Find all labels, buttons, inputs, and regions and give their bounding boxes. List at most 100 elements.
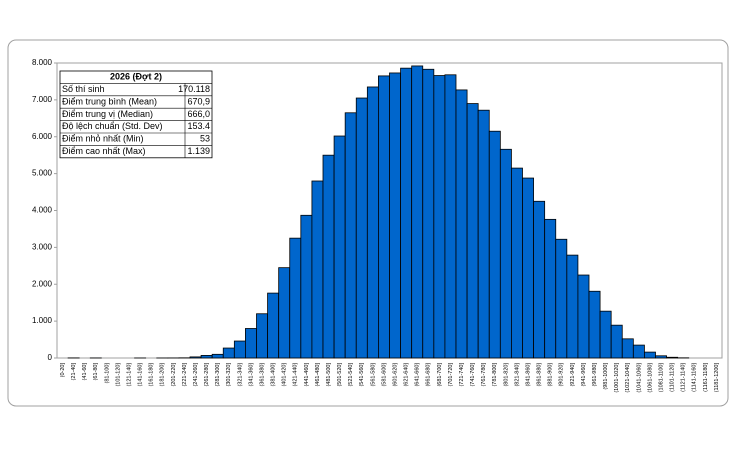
x-tick-label: (481-500] xyxy=(326,363,332,387)
x-tick-label: (921-940] xyxy=(570,363,576,387)
x-tick-label: (601-620] xyxy=(392,363,398,387)
bar xyxy=(433,75,446,359)
x-tick-label: (721-740] xyxy=(459,363,465,387)
x-tick-label: (381-400] xyxy=(271,363,277,387)
bar xyxy=(588,290,601,359)
bar xyxy=(267,292,280,359)
bar xyxy=(366,86,379,359)
x-tick-label: (741-760] xyxy=(470,363,476,387)
x-tick-label: (1001-1020] xyxy=(614,363,620,393)
bar xyxy=(577,274,590,359)
x-tick-label: (541-560] xyxy=(359,363,365,387)
bar xyxy=(644,351,656,359)
x-tick-label: (661-680] xyxy=(426,363,432,387)
table-value: 170.118 xyxy=(178,84,210,94)
x-tick-label: (161-180] xyxy=(149,363,155,387)
x-tick-label: (621-640] xyxy=(404,363,410,387)
y-tick-label: 5.000 xyxy=(32,169,53,178)
bar xyxy=(666,356,679,359)
bar xyxy=(610,324,623,359)
y-tick-label: 2.000 xyxy=(32,279,53,288)
bar xyxy=(300,214,313,359)
x-tick-label: (821-840] xyxy=(514,363,520,387)
x-tick-label: (641-660] xyxy=(415,363,421,387)
table-value: 1.139 xyxy=(187,146,210,156)
x-tick-label: (1121-1140] xyxy=(681,363,687,392)
bar xyxy=(477,109,490,359)
table-value: 153.4 xyxy=(187,121,210,131)
table-label: Điểm trung vị (Median) xyxy=(62,109,153,119)
x-tick-label: (1101-1120] xyxy=(670,363,676,392)
bar xyxy=(400,67,413,359)
bar xyxy=(200,355,213,359)
y-tick-label: 0 xyxy=(48,353,53,362)
x-tick-label: (501-520] xyxy=(337,363,343,387)
bar xyxy=(245,328,257,359)
x-tick-label: (441-460] xyxy=(304,363,310,387)
x-tick-label: (21-40] xyxy=(71,363,77,381)
x-tick-label: (221-240] xyxy=(182,363,188,387)
x-tick-label: (941-960] xyxy=(581,363,587,387)
bar xyxy=(566,254,579,359)
bar xyxy=(355,97,368,359)
x-tick-label: (1021-1040] xyxy=(625,363,631,393)
bar xyxy=(278,267,291,359)
table-value: 666,0 xyxy=(187,109,210,119)
x-tick-label: (0-20] xyxy=(60,363,66,378)
x-tick-label: (201-220] xyxy=(171,363,177,387)
bar xyxy=(222,347,235,359)
bar xyxy=(511,167,523,359)
x-tick-label: (681-700] xyxy=(437,363,443,387)
bar xyxy=(655,355,667,359)
x-tick-label: (61-80] xyxy=(93,363,99,381)
x-tick-label: (961-980] xyxy=(592,363,598,387)
x-tick-label: (1181-1200] xyxy=(714,363,720,393)
x-tick-label: (401-420] xyxy=(282,363,288,387)
x-tick-label: (981-1000] xyxy=(603,363,609,390)
y-tick-label: 7.000 xyxy=(32,95,53,104)
bar xyxy=(389,72,401,359)
table-label: Điểm trung bình (Mean) xyxy=(62,96,157,106)
y-tick-label: 1.000 xyxy=(32,316,53,325)
y-tick-label: 3.000 xyxy=(32,242,53,251)
bar xyxy=(378,75,390,359)
bar xyxy=(499,148,512,359)
x-tick-label: (261-280] xyxy=(204,363,210,387)
bar xyxy=(344,112,357,359)
table-label: Số thí sinh xyxy=(62,84,105,94)
bar xyxy=(544,218,557,359)
x-tick-label: (121-140] xyxy=(126,363,132,387)
bar xyxy=(555,238,568,359)
x-tick-label: (561-580] xyxy=(370,363,376,387)
x-tick-label: (581-600] xyxy=(381,363,387,387)
bar xyxy=(455,89,468,359)
x-tick-label: (321-340] xyxy=(237,363,243,387)
x-tick-label: (461-480] xyxy=(315,363,321,387)
x-tick-label: (781-800] xyxy=(492,363,498,387)
x-tick-label: (81-100] xyxy=(104,363,110,384)
bar xyxy=(311,180,324,359)
table-title: 2026 (Đợt 2) xyxy=(110,72,162,82)
x-tick-label: (801-820] xyxy=(503,363,509,387)
bar xyxy=(533,200,546,359)
x-tick-label: (701-720] xyxy=(448,363,454,387)
bar xyxy=(466,103,479,359)
bar xyxy=(233,340,246,359)
x-tick-label: (1081-1100] xyxy=(658,363,664,393)
bar xyxy=(599,310,612,359)
bar xyxy=(256,313,268,359)
bar xyxy=(411,65,424,359)
y-tick-label: 8.000 xyxy=(32,58,53,67)
x-tick-label: (1041-1060] xyxy=(636,363,642,393)
bar xyxy=(322,154,335,359)
x-tick-label: (241-260] xyxy=(193,363,199,387)
bar xyxy=(422,68,435,359)
x-tick-label: (1161-1180] xyxy=(703,363,709,392)
stats-table xyxy=(59,70,213,159)
x-tick-label: (101-120] xyxy=(115,363,121,387)
bar xyxy=(444,74,457,359)
table-label: Điểm cao nhất (Max) xyxy=(62,146,146,156)
bar xyxy=(488,130,501,359)
bar xyxy=(522,177,534,359)
